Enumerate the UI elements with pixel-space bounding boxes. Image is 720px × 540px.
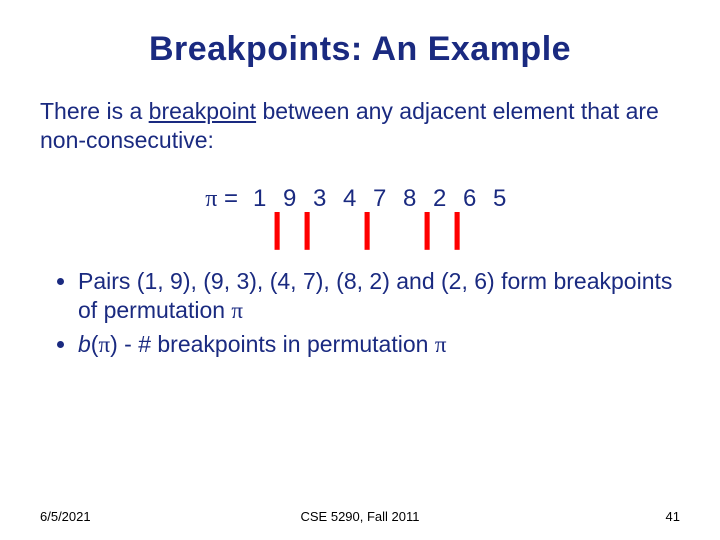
bullet-2: b(π) - # breakpoints in permutation π bbox=[78, 330, 680, 360]
pi-2: π bbox=[98, 332, 110, 357]
pi-symbol: π bbox=[205, 186, 217, 212]
bullet-1: Pairs (1, 9), (9, 3), (4, 7), (8, 2) and… bbox=[78, 267, 680, 327]
footer: 6/5/2021 CSE 5290, Fall 2011 41 bbox=[0, 509, 720, 524]
slide: Breakpoints: An Example There is a break… bbox=[0, 0, 720, 540]
slide-title: Breakpoints: An Example bbox=[40, 30, 680, 69]
perm-val-5: 8 bbox=[395, 185, 425, 213]
bar-6: | bbox=[442, 213, 472, 243]
bullet1-text: Pairs (1, 9), (9, 3), (4, 7), (8, 2) and… bbox=[78, 268, 672, 324]
bullet-list: Pairs (1, 9), (9, 3), (4, 7), (8, 2) and… bbox=[40, 267, 680, 361]
perm-val-0: 1 bbox=[245, 185, 275, 213]
bar-1: | bbox=[292, 213, 322, 243]
intro-pre: There is a bbox=[40, 98, 149, 124]
equals: = bbox=[217, 185, 244, 212]
perm-val-8: 5 bbox=[485, 185, 515, 213]
perm-val-3: 4 bbox=[335, 185, 365, 213]
intro-underlined: breakpoint bbox=[149, 98, 256, 124]
permutation-block: π = 193478265 π = ||||| bbox=[40, 185, 680, 253]
pi-3: π bbox=[435, 332, 447, 357]
bar-0: | bbox=[262, 213, 292, 243]
footer-course: CSE 5290, Fall 2011 bbox=[0, 509, 720, 524]
footer-page: 41 bbox=[666, 509, 680, 524]
footer-date: 6/5/2021 bbox=[40, 509, 91, 524]
pi-1: π bbox=[231, 298, 243, 323]
breakpoint-bars: π = ||||| bbox=[205, 213, 514, 253]
intro-text: There is a breakpoint between any adjace… bbox=[40, 97, 680, 155]
bar-3: | bbox=[352, 213, 382, 243]
close-and-rest: ) - # breakpoints in permutation bbox=[110, 331, 435, 357]
bar-5: | bbox=[412, 213, 442, 243]
b-func: b bbox=[78, 331, 91, 357]
permutation-row: π = 193478265 bbox=[205, 185, 514, 213]
